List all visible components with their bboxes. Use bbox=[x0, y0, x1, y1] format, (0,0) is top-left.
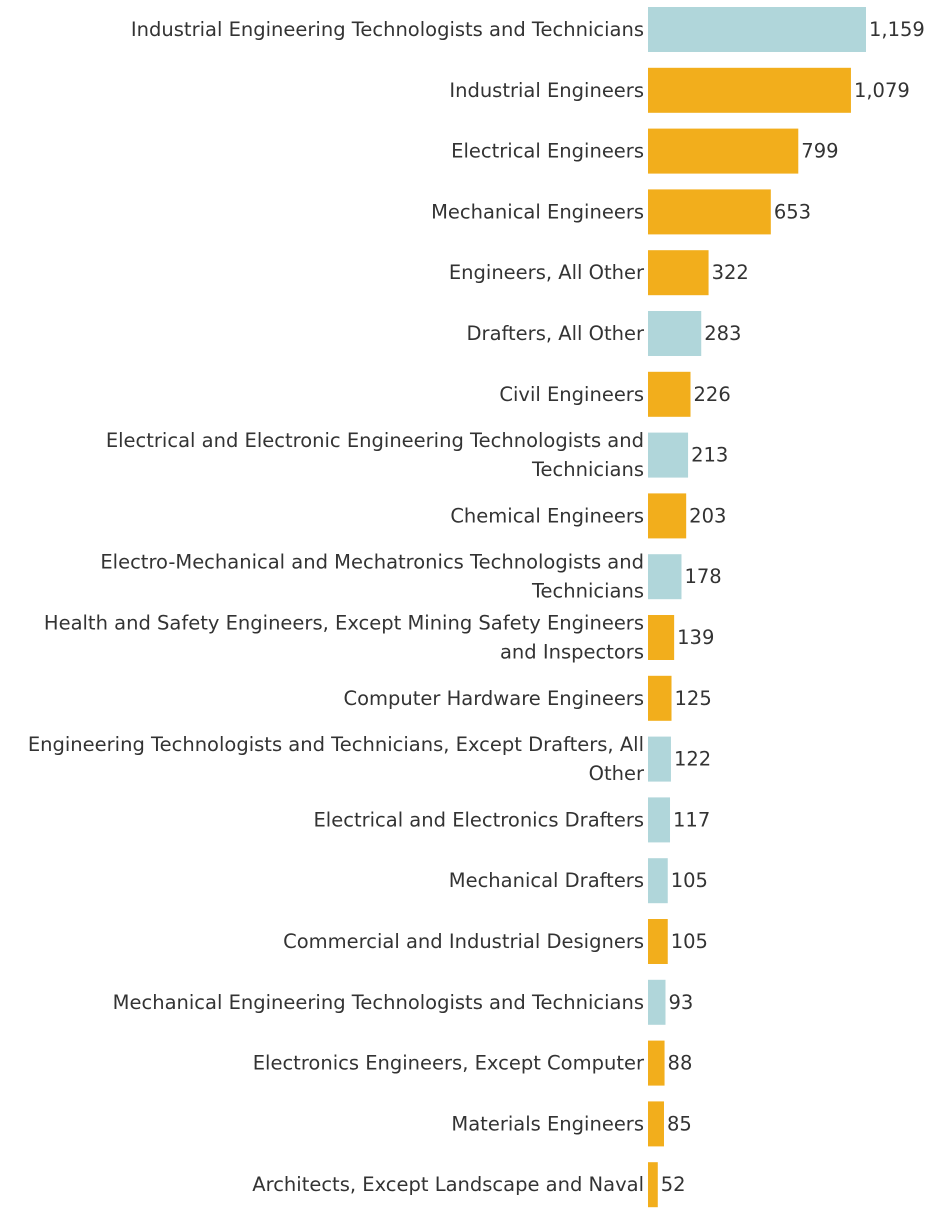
bar-row: Commercial and Industrial Designers 105 bbox=[283, 919, 708, 964]
bar-row: Industrial Engineers 1,079 bbox=[449, 67, 910, 113]
bar bbox=[648, 1162, 658, 1208]
bar-row: Mechanical Drafters 105 bbox=[449, 858, 708, 904]
value-label: 125 bbox=[675, 687, 712, 710]
value-label: 85 bbox=[667, 1112, 692, 1135]
bar bbox=[648, 797, 671, 843]
bar-row: Health and Safety Engineers, Except Mini… bbox=[44, 612, 714, 664]
value-label: 213 bbox=[691, 444, 728, 467]
bar-row: Drafters, All Other 283 bbox=[467, 311, 741, 356]
bar bbox=[648, 554, 682, 600]
category-label: Industrial Engineering Technologists and… bbox=[131, 18, 644, 41]
value-label: 139 bbox=[677, 626, 714, 649]
bar bbox=[648, 675, 672, 721]
category-label: Commercial and Industrial Designers bbox=[283, 930, 644, 953]
category-label: Electronics Engineers, Except Computer bbox=[253, 1052, 645, 1075]
value-label: 226 bbox=[694, 383, 731, 406]
value-label: 178 bbox=[684, 565, 721, 588]
bar-row: Mechanical Engineering Technologists and… bbox=[113, 979, 693, 1025]
bar bbox=[648, 128, 799, 174]
category-label: Mechanical Engineering Technologists and… bbox=[113, 991, 644, 1014]
value-label: 117 bbox=[673, 808, 710, 831]
value-label: 93 bbox=[668, 991, 693, 1014]
category-label: Electrical Engineers bbox=[451, 140, 644, 163]
value-label: 52 bbox=[661, 1173, 686, 1196]
category-label: Engineering Technologists and Technician… bbox=[28, 733, 644, 756]
bar bbox=[648, 1040, 665, 1086]
bar bbox=[648, 189, 771, 235]
bar bbox=[648, 371, 691, 417]
bar bbox=[648, 7, 866, 52]
category-label: Electrical and Electronics Drafters bbox=[313, 808, 644, 831]
value-label: 322 bbox=[712, 261, 749, 284]
category-label: Other bbox=[589, 762, 645, 785]
value-label: 1,159 bbox=[869, 18, 925, 41]
value-label: 283 bbox=[704, 322, 741, 345]
category-label: Architects, Except Landscape and Naval bbox=[252, 1173, 644, 1196]
bar-row: Electrical and Electronic Engineering Te… bbox=[106, 429, 728, 481]
category-label: Electrical and Electronic Engineering Te… bbox=[106, 429, 644, 452]
category-label: Engineers, All Other bbox=[449, 261, 645, 284]
category-label: Electro-Mechanical and Mechatronics Tech… bbox=[100, 551, 644, 574]
category-label: Civil Engineers bbox=[499, 383, 644, 406]
bar-row: Chemical Engineers 203 bbox=[450, 493, 726, 539]
value-label: 88 bbox=[668, 1052, 693, 1075]
bar bbox=[648, 736, 671, 782]
value-label: 105 bbox=[671, 930, 708, 953]
bar-row: Electro-Mechanical and Mechatronics Tech… bbox=[100, 551, 721, 603]
bar bbox=[648, 311, 702, 356]
bar-row: Electrical and Electronics Drafters 117 bbox=[313, 797, 710, 843]
bar bbox=[648, 432, 689, 478]
bar bbox=[648, 919, 668, 964]
value-label: 653 bbox=[774, 200, 811, 223]
bar bbox=[648, 493, 687, 539]
category-label: and Inspectors bbox=[500, 641, 644, 664]
category-label: Technicians bbox=[531, 458, 644, 481]
bar-row: Materials Engineers 85 bbox=[451, 1101, 692, 1147]
bar bbox=[648, 858, 668, 904]
category-label: Industrial Engineers bbox=[449, 79, 644, 102]
category-label: Drafters, All Other bbox=[467, 322, 645, 345]
bar-row: Industrial Engineering Technologists and… bbox=[131, 7, 925, 52]
bar-row: Computer Hardware Engineers 125 bbox=[344, 675, 712, 721]
value-label: 122 bbox=[674, 748, 711, 771]
bar-row: Mechanical Engineers 653 bbox=[431, 189, 811, 235]
bar bbox=[648, 615, 675, 660]
bar bbox=[648, 250, 709, 296]
bar-row: Engineering Technologists and Technician… bbox=[28, 733, 711, 785]
value-label: 1,079 bbox=[854, 79, 910, 102]
bar bbox=[648, 67, 851, 113]
category-label: Computer Hardware Engineers bbox=[344, 687, 645, 710]
bar-row: Engineers, All Other 322 bbox=[449, 250, 749, 296]
value-label: 203 bbox=[689, 504, 726, 527]
value-label: 105 bbox=[671, 869, 708, 892]
bar-row: Electronics Engineers, Except Computer 88 bbox=[253, 1040, 693, 1086]
category-label: Chemical Engineers bbox=[450, 504, 644, 527]
category-label: Materials Engineers bbox=[451, 1112, 644, 1135]
bar-row: Electrical Engineers 799 bbox=[451, 128, 839, 174]
bar bbox=[648, 979, 666, 1025]
category-label: Technicians bbox=[531, 580, 644, 603]
value-label: 799 bbox=[801, 140, 838, 163]
category-label: Health and Safety Engineers, Except Mini… bbox=[44, 612, 644, 635]
bar-row: Civil Engineers 226 bbox=[499, 371, 731, 417]
category-label: Mechanical Engineers bbox=[431, 200, 644, 223]
bar bbox=[648, 1101, 664, 1147]
bar-row: Architects, Except Landscape and Naval 52 bbox=[252, 1162, 686, 1208]
category-label: Mechanical Drafters bbox=[449, 869, 644, 892]
